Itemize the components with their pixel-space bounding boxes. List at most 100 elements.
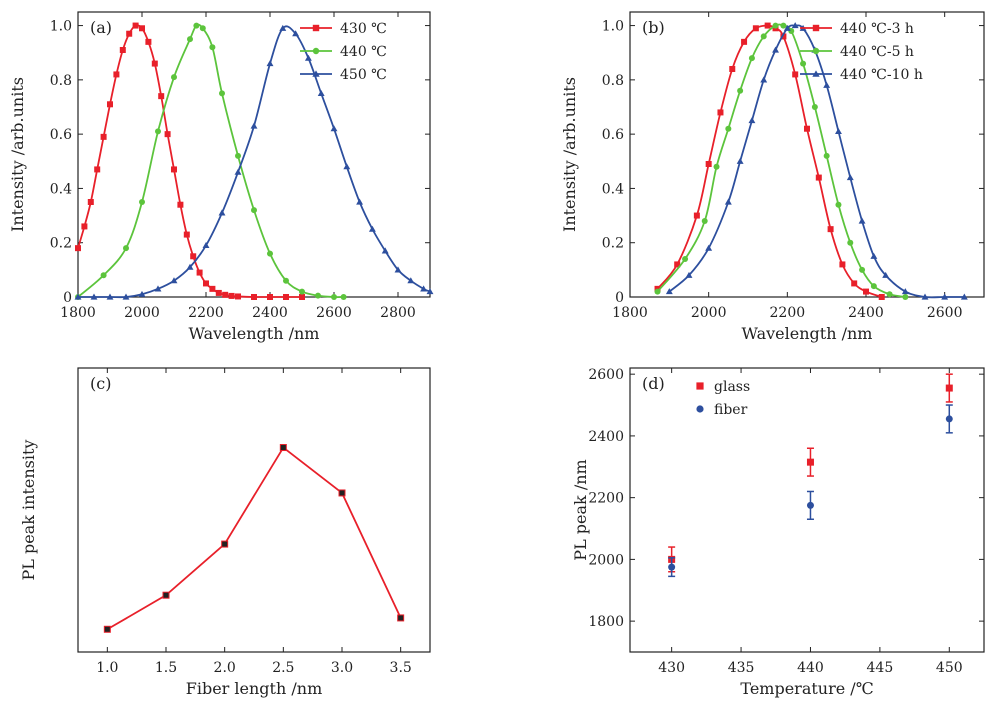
data-point	[331, 294, 337, 300]
data-point	[122, 293, 130, 300]
data-point	[729, 66, 736, 72]
x-tick-label: 450	[936, 660, 963, 676]
series-fiber	[668, 404, 953, 578]
data-point	[340, 294, 347, 300]
data-point	[811, 104, 818, 110]
x-axis-title: Fiber length /nm	[186, 679, 322, 698]
data-point	[741, 38, 748, 45]
data-point	[859, 266, 866, 273]
legend-marker	[812, 24, 820, 32]
data-point	[170, 277, 178, 284]
data-point	[123, 245, 129, 252]
data-point	[119, 47, 126, 53]
data-point	[806, 501, 814, 509]
data-point	[199, 25, 206, 32]
y-axis-title: PL peak /nm	[571, 459, 590, 560]
data-point	[228, 292, 235, 299]
data-point	[882, 271, 890, 278]
y-axis-title: Intensity /arb.units	[560, 77, 579, 232]
data-point	[218, 209, 226, 216]
y-tick-label: 0.2	[602, 236, 624, 252]
data-point	[338, 489, 346, 497]
data-point	[100, 133, 107, 140]
legend-label: 440 ℃-5 h	[840, 44, 914, 60]
x-tick-label: 2600	[316, 305, 352, 321]
data-point	[250, 122, 258, 129]
legend-marker	[812, 47, 820, 55]
x-tick-label: 2.5	[272, 660, 294, 676]
data-point	[235, 293, 241, 300]
x-tick-label: 2400	[848, 305, 884, 321]
data-point	[155, 128, 161, 135]
x-tick-label: 440	[797, 660, 824, 676]
data-point	[183, 231, 190, 238]
data-point	[317, 89, 325, 97]
data-point	[107, 101, 113, 108]
data-point	[215, 289, 222, 296]
data-point	[219, 90, 225, 97]
x-tick-label: 2200	[770, 305, 806, 321]
data-point	[941, 293, 949, 300]
data-point	[863, 288, 869, 295]
data-point	[94, 166, 101, 173]
data-point	[764, 22, 771, 29]
data-point	[804, 125, 810, 132]
data-point	[823, 152, 830, 159]
data-point	[251, 207, 257, 214]
data-point	[330, 125, 338, 132]
data-point	[267, 294, 273, 300]
data-point	[397, 614, 405, 622]
panel-label: (d)	[642, 374, 665, 393]
plot-frame	[629, 11, 985, 298]
data-point	[902, 294, 909, 300]
x-tick-label: 2200	[188, 305, 224, 321]
data-point	[292, 30, 300, 37]
data-point	[158, 93, 165, 100]
legend-label: 430 ℃	[340, 21, 387, 37]
data-point	[806, 458, 814, 466]
data-point	[407, 277, 415, 284]
data-point	[886, 291, 893, 298]
data-point	[75, 245, 81, 252]
data-point	[823, 81, 831, 88]
series-line	[106, 446, 402, 631]
series-440℃-5h	[654, 22, 909, 300]
data-point	[202, 241, 210, 249]
data-point	[791, 22, 799, 29]
data-point	[356, 198, 364, 205]
plot-frame	[77, 367, 431, 653]
data-point	[234, 168, 242, 175]
data-point	[209, 44, 216, 51]
y-tick-label: 1.0	[50, 19, 72, 35]
data-point	[772, 22, 779, 29]
legend-marker	[312, 24, 320, 32]
data-point	[138, 290, 146, 297]
x-tick-label: 2600	[927, 305, 963, 321]
legend-marker	[696, 405, 704, 413]
data-point	[760, 33, 767, 40]
data-point	[177, 201, 184, 208]
y-tick-label: 0.4	[602, 181, 624, 197]
y-tick-label: 1.0	[602, 19, 624, 35]
data-point	[717, 109, 724, 116]
panel-d: 430 435 440 445 450 1800 2000 2200 2400 2600 Tempe…	[571, 367, 985, 698]
data-point	[190, 253, 197, 260]
data-point	[90, 293, 98, 300]
y-tick-label: 0	[63, 290, 72, 306]
legend-label: 440 ℃	[340, 44, 387, 60]
legend: 440 ℃-3 h 440 ℃-5 h 440 ℃-10 h	[800, 21, 923, 83]
series-glass	[668, 373, 953, 573]
series-430℃	[75, 22, 305, 300]
data-point	[103, 625, 111, 633]
data-point	[193, 22, 200, 29]
data-point	[266, 60, 274, 67]
series-440℃	[75, 22, 347, 300]
legend-label: glass	[714, 379, 750, 395]
plot-frame	[629, 367, 985, 653]
data-point	[858, 217, 866, 224]
data-point	[921, 293, 929, 300]
panel-label: (c)	[90, 374, 111, 393]
x-tick-label: 1800	[60, 305, 96, 321]
data-point	[203, 280, 209, 287]
